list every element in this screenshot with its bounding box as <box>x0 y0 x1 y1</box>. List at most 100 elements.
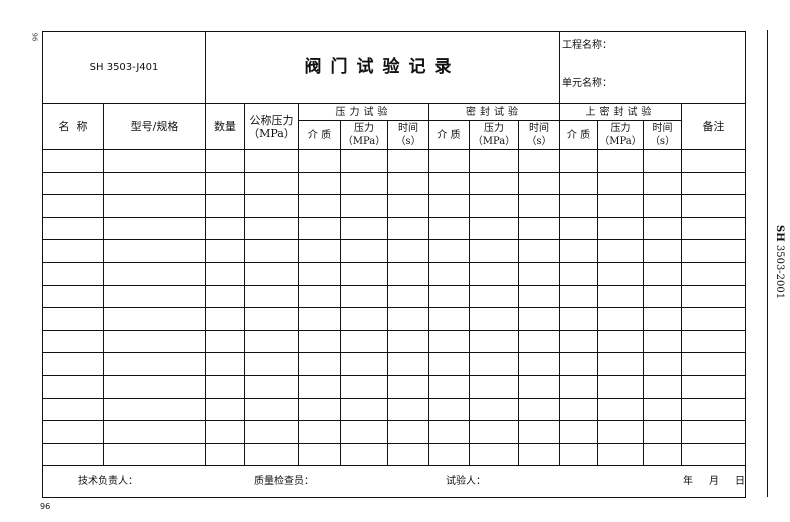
table-cell[interactable] <box>387 352 430 376</box>
table-cell[interactable] <box>428 442 471 467</box>
table-cell[interactable] <box>42 171 104 196</box>
table-cell[interactable] <box>42 329 104 354</box>
table-cell[interactable] <box>387 284 430 309</box>
table-cell[interactable] <box>298 397 342 422</box>
table-cell[interactable] <box>597 171 645 196</box>
table-cell[interactable] <box>102 420 207 444</box>
table-cell[interactable] <box>518 149 561 173</box>
table-cell[interactable] <box>340 307 389 331</box>
table-cell[interactable] <box>244 171 300 196</box>
table-cell[interactable] <box>298 374 342 399</box>
table-cell[interactable] <box>643 216 683 241</box>
table-cell[interactable] <box>559 329 599 354</box>
table-cell[interactable] <box>428 307 471 331</box>
table-cell[interactable] <box>340 420 389 444</box>
table-cell[interactable] <box>340 397 389 422</box>
table-cell[interactable] <box>597 216 645 241</box>
table-cell[interactable] <box>681 239 747 263</box>
table-cell[interactable] <box>518 307 561 331</box>
table-cell[interactable] <box>244 239 300 263</box>
table-cell[interactable] <box>298 171 342 196</box>
table-cell[interactable] <box>340 329 389 354</box>
table-cell[interactable] <box>597 374 645 399</box>
table-cell[interactable] <box>298 420 342 444</box>
table-cell[interactable] <box>518 261 561 286</box>
table-cell[interactable] <box>205 171 246 196</box>
table-cell[interactable] <box>559 420 599 444</box>
table-cell[interactable] <box>340 261 389 286</box>
table-cell[interactable] <box>387 442 430 467</box>
table-cell[interactable] <box>428 194 471 218</box>
table-cell[interactable] <box>559 261 599 286</box>
table-cell[interactable] <box>42 442 104 467</box>
table-cell[interactable] <box>244 442 300 467</box>
table-cell[interactable] <box>205 442 246 467</box>
table-cell[interactable] <box>298 194 342 218</box>
table-cell[interactable] <box>559 397 599 422</box>
table-cell[interactable] <box>205 329 246 354</box>
table-cell[interactable] <box>469 374 520 399</box>
table-cell[interactable] <box>518 216 561 241</box>
table-cell[interactable] <box>42 352 104 376</box>
table-cell[interactable] <box>42 261 104 286</box>
table-cell[interactable] <box>469 329 520 354</box>
table-cell[interactable] <box>42 149 104 173</box>
table-cell[interactable] <box>205 194 246 218</box>
table-cell[interactable] <box>42 216 104 241</box>
table-cell[interactable] <box>102 329 207 354</box>
table-cell[interactable] <box>597 442 645 467</box>
table-cell[interactable] <box>340 149 389 173</box>
table-cell[interactable] <box>102 239 207 263</box>
table-cell[interactable] <box>205 420 246 444</box>
table-cell[interactable] <box>643 397 683 422</box>
table-cell[interactable] <box>559 194 599 218</box>
table-cell[interactable] <box>387 307 430 331</box>
table-cell[interactable] <box>597 239 645 263</box>
table-cell[interactable] <box>340 374 389 399</box>
table-cell[interactable] <box>205 374 246 399</box>
table-cell[interactable] <box>42 307 104 331</box>
table-cell[interactable] <box>518 374 561 399</box>
table-cell[interactable] <box>559 352 599 376</box>
table-cell[interactable] <box>643 307 683 331</box>
table-cell[interactable] <box>298 239 342 263</box>
table-cell[interactable] <box>102 194 207 218</box>
table-cell[interactable] <box>469 216 520 241</box>
table-cell[interactable] <box>340 216 389 241</box>
table-cell[interactable] <box>518 397 561 422</box>
table-cell[interactable] <box>387 374 430 399</box>
table-cell[interactable] <box>42 194 104 218</box>
table-cell[interactable] <box>597 397 645 422</box>
table-cell[interactable] <box>244 216 300 241</box>
table-cell[interactable] <box>681 420 747 444</box>
table-cell[interactable] <box>205 352 246 376</box>
table-cell[interactable] <box>428 216 471 241</box>
table-cell[interactable] <box>244 284 300 309</box>
table-cell[interactable] <box>205 284 246 309</box>
table-cell[interactable] <box>597 307 645 331</box>
table-cell[interactable] <box>428 149 471 173</box>
table-cell[interactable] <box>42 420 104 444</box>
table-cell[interactable] <box>518 284 561 309</box>
table-cell[interactable] <box>681 216 747 241</box>
table-cell[interactable] <box>42 397 104 422</box>
table-cell[interactable] <box>559 307 599 331</box>
table-cell[interactable] <box>681 307 747 331</box>
table-cell[interactable] <box>469 171 520 196</box>
table-cell[interactable] <box>469 261 520 286</box>
table-cell[interactable] <box>298 352 342 376</box>
table-cell[interactable] <box>298 442 342 467</box>
table-cell[interactable] <box>428 171 471 196</box>
table-cell[interactable] <box>244 420 300 444</box>
table-cell[interactable] <box>681 284 747 309</box>
table-cell[interactable] <box>244 329 300 354</box>
table-cell[interactable] <box>298 261 342 286</box>
table-cell[interactable] <box>469 420 520 444</box>
table-cell[interactable] <box>643 284 683 309</box>
table-cell[interactable] <box>102 149 207 173</box>
table-cell[interactable] <box>102 216 207 241</box>
table-cell[interactable] <box>102 307 207 331</box>
table-cell[interactable] <box>102 261 207 286</box>
table-cell[interactable] <box>643 194 683 218</box>
table-cell[interactable] <box>340 352 389 376</box>
